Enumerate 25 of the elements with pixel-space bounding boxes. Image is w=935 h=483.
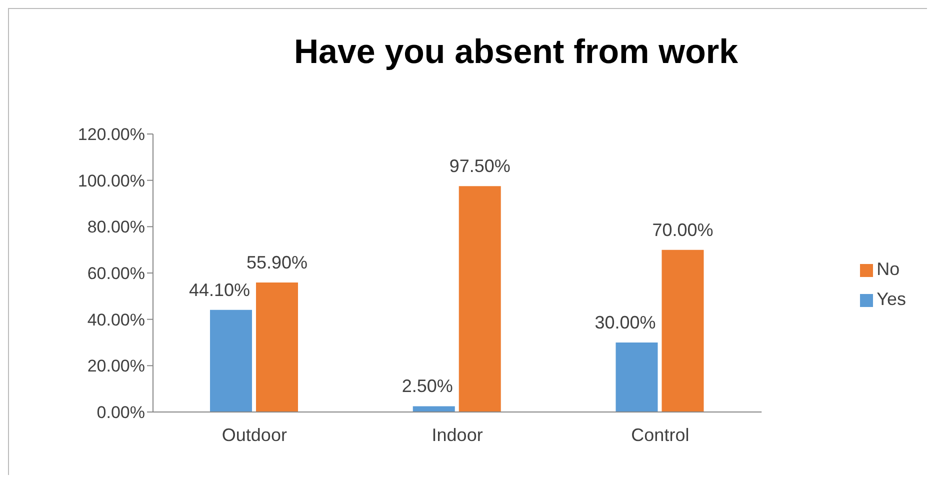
y-tick-label: 20.00%: [87, 356, 145, 376]
y-tick-label: 0.00%: [96, 403, 145, 422]
y-tick-label: 100.00%: [78, 171, 145, 190]
bar: [458, 186, 501, 412]
bar: [412, 406, 455, 412]
bar: [256, 282, 298, 412]
legend-label: No: [876, 259, 900, 279]
legend-label: Yes: [876, 289, 906, 309]
x-tick-label: Control: [631, 424, 690, 445]
data-label: 55.90%: [246, 252, 308, 272]
y-tick-label: 40.00%: [87, 310, 145, 330]
y-tick-label: 80.00%: [87, 218, 145, 237]
bar: [662, 250, 704, 412]
x-tick-label: Outdoor: [222, 424, 287, 445]
chart-title: Have you absent from work: [292, 33, 739, 72]
data-label: 97.50%: [449, 156, 510, 176]
data-label: 70.00%: [652, 220, 714, 240]
y-tick-label: 60.00%: [87, 264, 145, 284]
data-label: 30.00%: [594, 312, 656, 332]
bar: [616, 342, 658, 412]
data-label: 2.50%: [402, 376, 453, 396]
y-tick-label: 120.00%: [78, 125, 145, 144]
x-tick-label: Indoor: [432, 424, 483, 445]
data-label: 44.10%: [188, 280, 250, 300]
bar: [210, 310, 252, 412]
